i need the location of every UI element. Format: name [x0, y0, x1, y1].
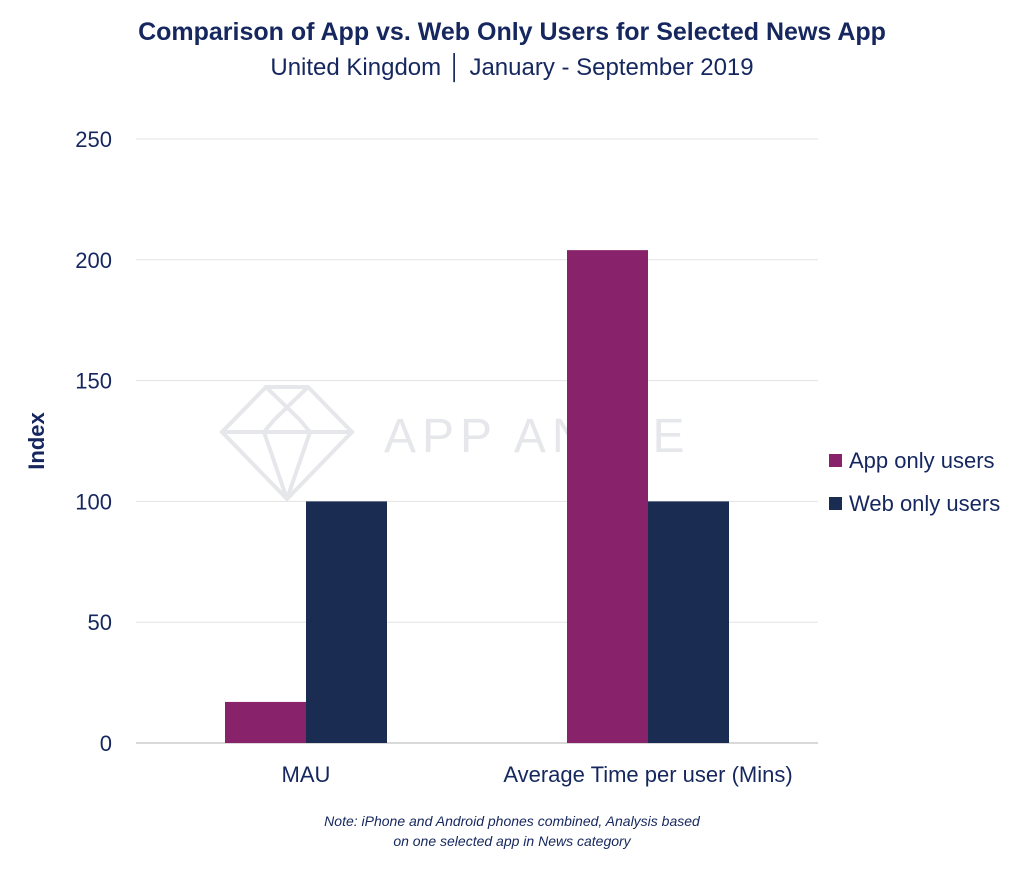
y-tick-label: 50: [88, 610, 112, 635]
x-category-label: Average Time per user (Mins): [503, 762, 792, 787]
bar-web-0: [306, 501, 387, 743]
x-category-label: MAU: [282, 762, 331, 787]
y-tick-label: 250: [75, 127, 112, 152]
bar-app-1: [567, 250, 648, 744]
legend-label: App only users: [849, 448, 995, 473]
legend-label: Web only users: [849, 491, 1000, 516]
diamond-logo-icon: [219, 385, 355, 502]
legend: App only users Web only users: [829, 448, 1000, 516]
chart-title: Comparison of App vs. Web Only Users for…: [138, 18, 886, 46]
y-tick-label: 150: [75, 369, 112, 394]
chart-note: Note: iPhone and Android phones combined…: [0, 811, 1024, 851]
legend-swatch: [829, 454, 842, 467]
legend-swatch: [829, 497, 842, 510]
bar-app-0: [225, 701, 306, 743]
chart-subtitle: United Kingdom │ January - September 201…: [270, 54, 754, 81]
y-tick-label: 0: [100, 731, 112, 756]
note-line-2: on one selected app in News category: [393, 833, 631, 849]
bar-web-1: [648, 501, 729, 743]
y-axis-label: Index: [24, 412, 49, 470]
y-tick-label: 100: [75, 489, 112, 514]
y-tick-label: 200: [75, 248, 112, 273]
note-line-1: Note: iPhone and Android phones combined…: [324, 813, 700, 829]
